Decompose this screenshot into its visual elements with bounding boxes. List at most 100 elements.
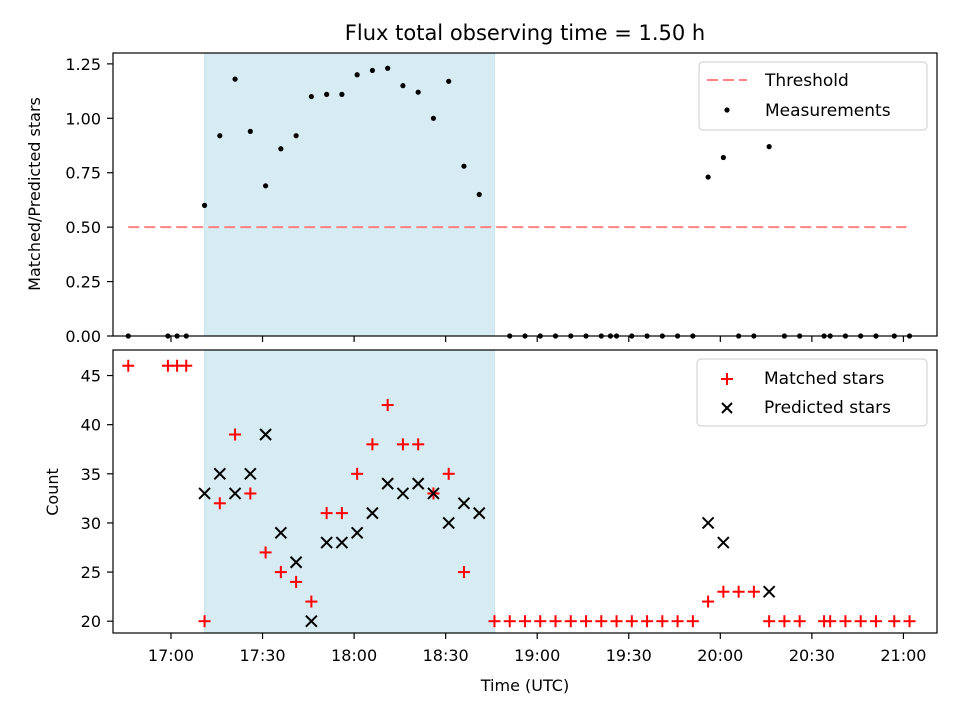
matched-star-point xyxy=(888,615,901,628)
predicted-star-point xyxy=(427,487,440,500)
top-axis-ticks: 0.00 0.25 0.50 0.75 1.00 1.25 xyxy=(65,55,905,346)
measurement-point xyxy=(217,133,223,139)
top-legend: Threshold Measurements xyxy=(698,61,928,131)
measurement-point xyxy=(400,83,406,89)
x-tick-label: 17:30 xyxy=(239,646,285,665)
measurement-point xyxy=(461,163,467,169)
matched-star-point xyxy=(290,575,303,588)
top-plot-area: 0.00 0.25 0.50 0.75 1.00 1.25 xyxy=(65,52,938,346)
predicted-star-point xyxy=(213,467,227,481)
bottom-legend-box xyxy=(696,358,928,427)
measurement-point xyxy=(415,89,421,95)
matched-star-point xyxy=(778,615,791,628)
top-y-axis-label: Matched/Predicted stars xyxy=(25,97,44,291)
predicted-star-point xyxy=(473,506,486,520)
bottom-y-tick-label: 45 xyxy=(81,367,101,386)
matched-star-point xyxy=(610,615,623,628)
matched-star-point xyxy=(839,615,852,628)
measurement-point xyxy=(354,72,360,78)
predicted-star-point xyxy=(701,516,715,530)
matched-star-point xyxy=(824,615,837,628)
top-chart-title: Flux total observing time = 1.50 h xyxy=(345,21,705,45)
matched-star-point xyxy=(686,615,699,628)
predicted-star-point xyxy=(244,467,257,481)
legend-predicted-swatch xyxy=(721,402,733,414)
measurement-point xyxy=(446,78,452,84)
bottom-y-tick-label: 35 xyxy=(81,465,101,484)
top-observing-window-shade xyxy=(204,52,495,337)
bottom-axes-frame xyxy=(112,349,938,634)
bottom-y-tick-label: 20 xyxy=(81,612,101,631)
matched-star-point xyxy=(534,615,547,628)
top-y-tick-label: 0.75 xyxy=(65,164,101,183)
predicted-star-point xyxy=(305,615,318,628)
predicted-star-point xyxy=(320,536,333,549)
matched-star-point xyxy=(580,615,593,628)
predicted-star-point xyxy=(442,516,455,530)
matched-star-point xyxy=(549,615,562,628)
matched-star-point xyxy=(671,615,684,628)
matched-star-point xyxy=(274,566,287,579)
matched-star-point xyxy=(595,615,608,628)
x-tick-label: 18:30 xyxy=(423,646,469,665)
measurement-point xyxy=(720,154,726,161)
predicted-star-point xyxy=(274,526,288,539)
matched-star-point xyxy=(747,585,760,598)
predicted-star-point xyxy=(198,487,211,500)
top-axes-frame xyxy=(112,52,938,337)
predicted-star-point xyxy=(457,497,471,510)
measurement-point xyxy=(385,65,391,71)
measurement-point xyxy=(766,144,772,150)
matched-star-point xyxy=(641,615,654,628)
top-y-tick-label: 0.25 xyxy=(65,273,101,292)
legend-matched-swatch xyxy=(721,373,733,385)
bottom-y-axis-label: Count xyxy=(43,468,62,516)
matched-star-point xyxy=(793,615,806,628)
legend-measurements-label: Measurements xyxy=(765,101,891,121)
matched-star-point xyxy=(488,615,501,628)
matched-star-point xyxy=(717,585,730,598)
matched-star-point xyxy=(564,615,577,628)
predicted-star-point xyxy=(717,536,730,549)
predicted-star-point xyxy=(350,526,364,539)
bottom-y-tick-label: 25 xyxy=(81,563,101,582)
measurement-point xyxy=(262,183,269,189)
matched-star-point xyxy=(366,438,379,451)
top-y-tick-label: 1.25 xyxy=(65,55,101,74)
bottom-axis-ticks: 17:00 17:30 18:00 18:30 19:00 19:30 20:00 20:30… xyxy=(81,367,927,665)
predicted-star-point xyxy=(289,556,303,569)
matched-star-point xyxy=(381,399,394,412)
legend-measurements-swatch xyxy=(724,107,730,113)
matched-star-point xyxy=(442,467,455,480)
x-tick-label: 19:00 xyxy=(514,646,560,665)
matched-star-point xyxy=(259,546,272,559)
matched-star-point xyxy=(503,615,516,628)
x-tick-label: 21:00 xyxy=(880,646,926,665)
x-tick-label: 20:30 xyxy=(789,646,835,665)
measurement-point xyxy=(201,202,208,208)
matched-star-point xyxy=(229,428,242,441)
predicted-star-point xyxy=(381,477,394,490)
matched-star-point xyxy=(412,438,425,451)
legend-threshold-label: Threshold xyxy=(764,71,849,91)
bottom-data-points xyxy=(122,359,916,628)
x-tick-label: 19:30 xyxy=(606,646,652,665)
bottom-y-tick-label: 30 xyxy=(81,514,101,533)
matched-star-point xyxy=(351,467,364,480)
matched-star-point xyxy=(702,595,715,608)
bottom-observing-window-shade xyxy=(204,349,495,634)
matched-star-point xyxy=(213,497,226,510)
bottom-y-tick-label: 40 xyxy=(81,416,101,435)
measurement-point xyxy=(339,91,345,97)
matched-star-point xyxy=(335,507,348,520)
matched-star-point xyxy=(656,615,669,628)
measurement-point xyxy=(293,133,299,139)
matched-star-point xyxy=(122,359,135,372)
bottom-legend: Matched stars Predicted stars xyxy=(696,358,928,427)
matched-star-point xyxy=(198,615,211,628)
measurement-point xyxy=(324,91,330,97)
measurement-point xyxy=(369,67,376,74)
measurement-point xyxy=(430,115,437,121)
matched-star-point xyxy=(763,615,776,628)
